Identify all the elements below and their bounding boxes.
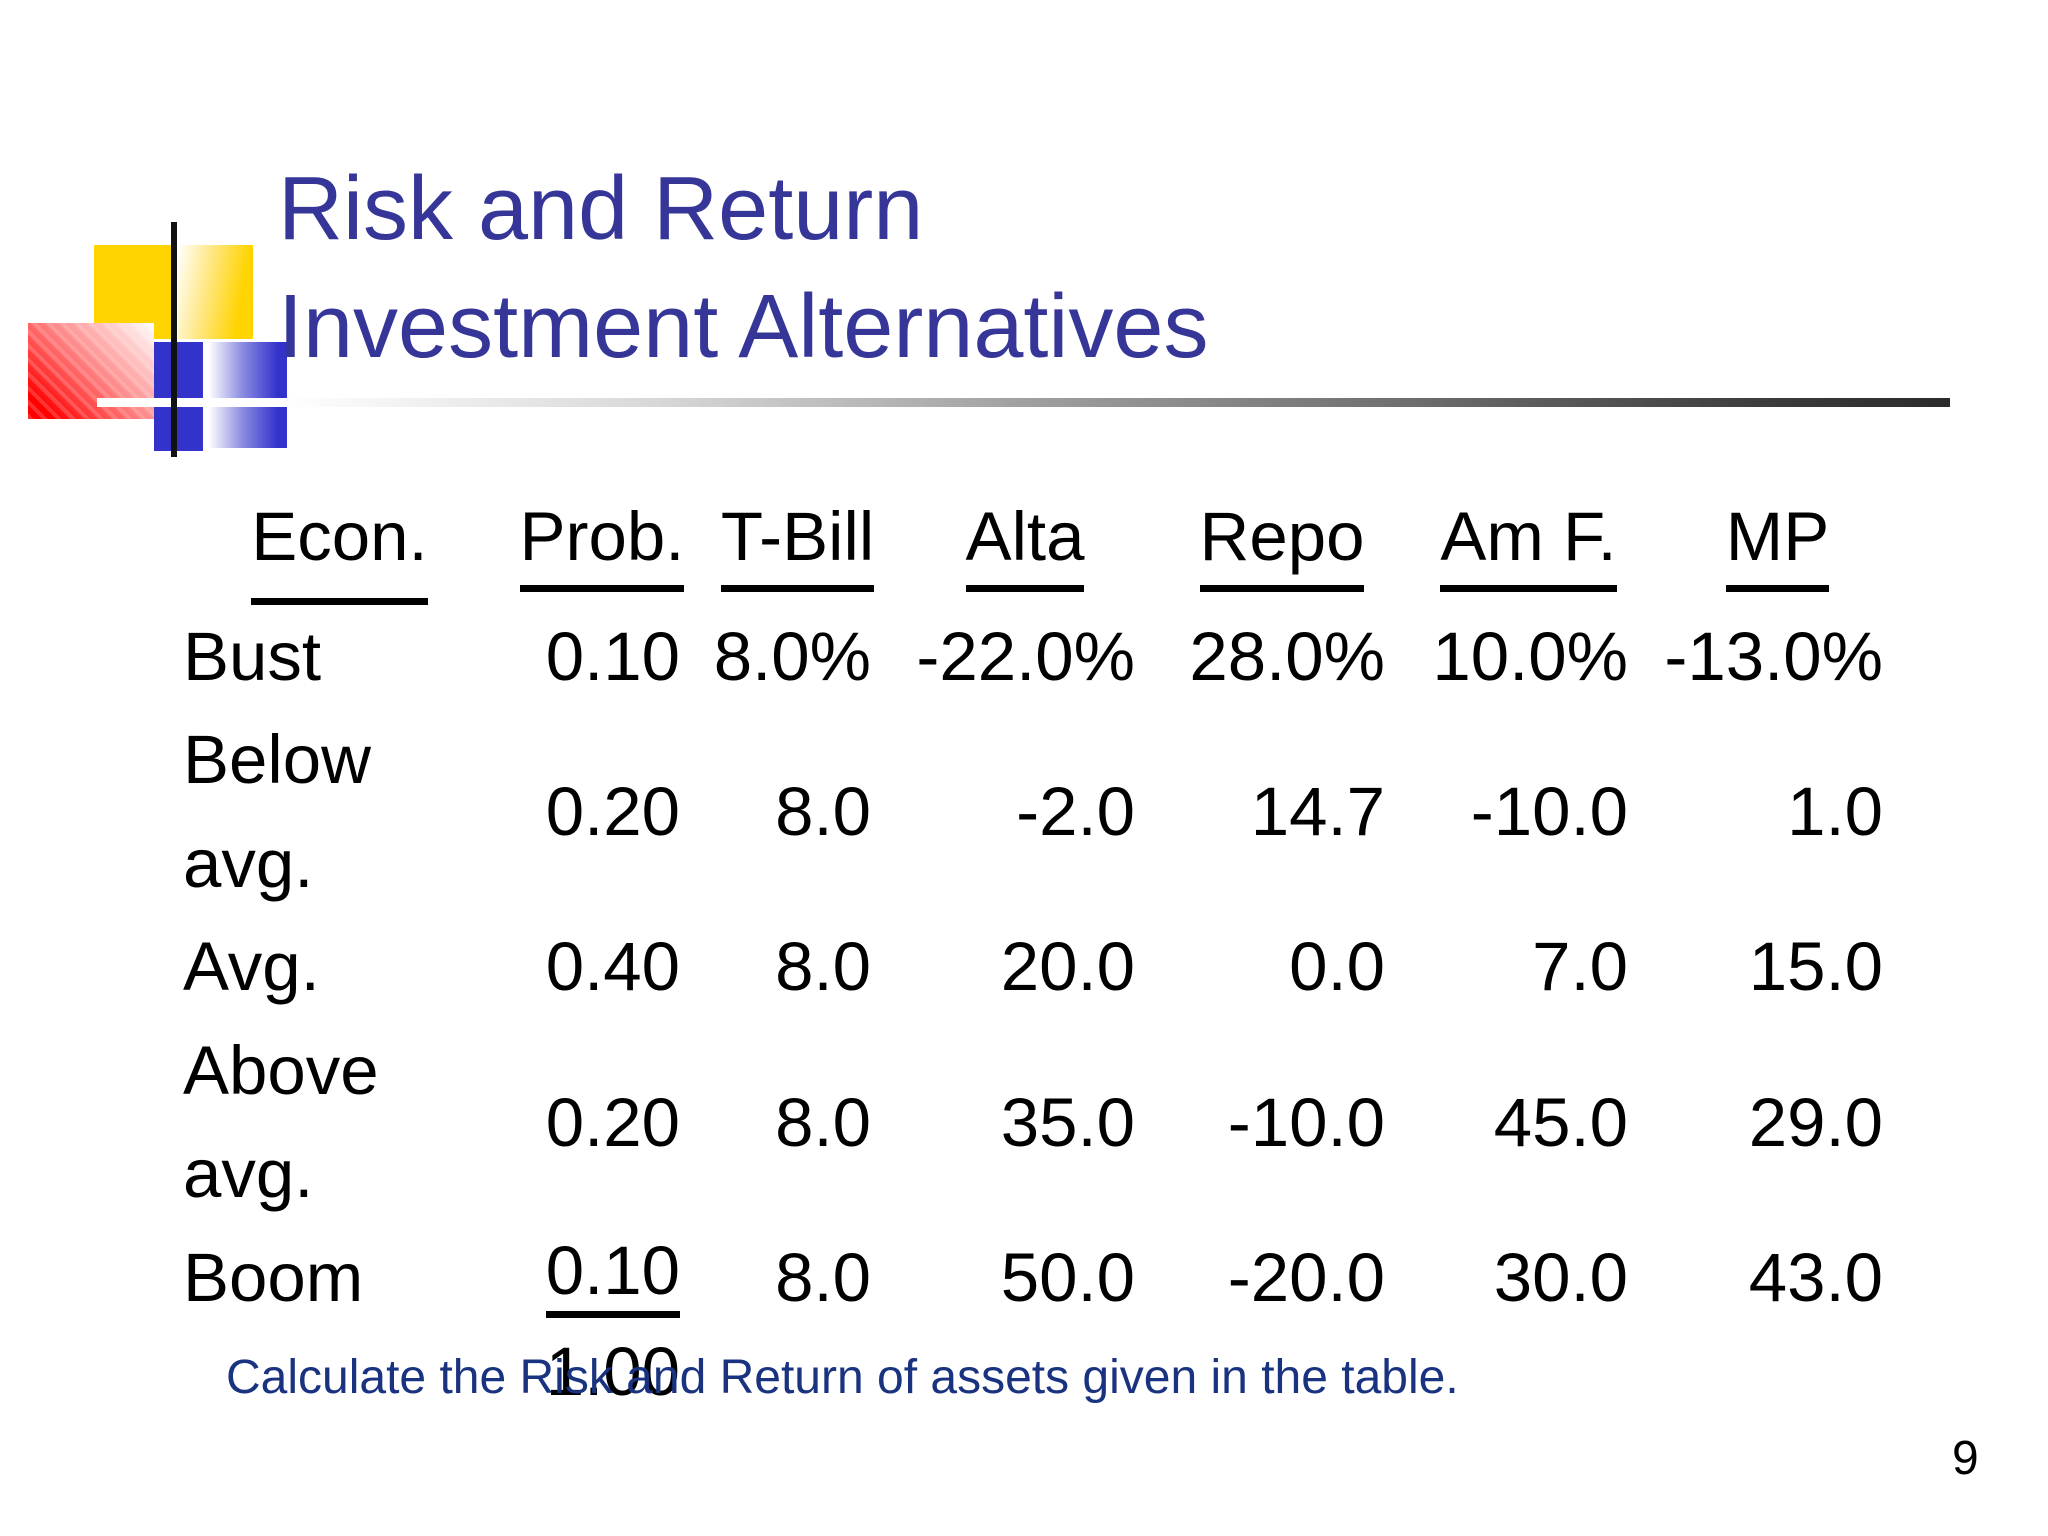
row-label: Bust: [183, 617, 322, 695]
header-mp: MP: [1628, 485, 1883, 605]
investment-alternatives-table: Econ. Prob. T-Bill Alta Repo Am F. MP Bu…: [183, 485, 1883, 1414]
table-row: Avg. 0.40 8.0 20.0 0.0 7.0 15.0: [183, 915, 1883, 1019]
cell-amf: -10.0: [1470, 773, 1628, 850]
table-row: Boom 0.10 8.0 50.0 -20.0 30.0 43.0: [183, 1226, 1883, 1330]
table-row: Bust 0.10 8.0% -22.0% 28.0% 10.0% -13.0%: [183, 605, 1883, 709]
cell-repo: -20.0: [1227, 1238, 1385, 1316]
cell-tbill: 8.0: [775, 1238, 871, 1316]
cell-amf: 45.0: [1493, 1083, 1628, 1161]
cell-mp: 15.0: [1748, 928, 1883, 1006]
cell-mp: 1.0: [1787, 773, 1883, 850]
cell-alta: -22.0%: [916, 617, 1135, 695]
cell-alta: 35.0: [1000, 1083, 1135, 1161]
underlined-prob-value: 0.10: [545, 1236, 680, 1319]
row-label: Below avg.: [183, 721, 371, 902]
cell-prob: 0.20: [545, 773, 680, 850]
cell-total-prob: 1.00: [545, 1333, 680, 1410]
slide-title-line2: Investment Alternatives: [278, 277, 1209, 377]
cell-repo: 28.0%: [1189, 617, 1385, 695]
table-row: Below avg. 0.20 8.0 -2.0 14.7 -10.0 1.0: [183, 708, 1883, 915]
cell-prob: 0.10: [480, 1226, 680, 1330]
cell-mp: -13.0%: [1664, 617, 1883, 695]
header-econ: Econ.: [183, 485, 480, 605]
cell-prob: 0.40: [545, 928, 680, 1006]
cell-alta: 20.0: [1000, 928, 1135, 1006]
logo-vertical-line: [171, 222, 177, 457]
title-divider-rule: [97, 398, 1950, 407]
cell-mp: 43.0: [1748, 1238, 1883, 1316]
table-row: Above avg. 0.20 8.0 35.0 -10.0 45.0 29.0: [183, 1019, 1883, 1226]
logo-blue-gradient-square-icon: [207, 342, 287, 448]
slide-title: Risk and Return Investment Alternatives: [278, 150, 1208, 386]
page-number: 9: [1952, 1432, 1979, 1485]
cell-tbill: 8.0: [775, 928, 871, 1006]
footer-instruction: Calculate the Risk and Return of assets …: [226, 1351, 1459, 1404]
logo-blue-square-icon: [154, 342, 203, 451]
row-label: Above avg.: [183, 1031, 379, 1213]
header-repo: Repo: [1135, 485, 1385, 605]
header-tbill: T-Bill: [680, 485, 875, 605]
cell-tbill: 8.0: [775, 1083, 871, 1161]
cell-alta: 50.0: [1000, 1238, 1135, 1316]
cell-amf: 7.0: [1532, 928, 1628, 1006]
cell-prob: 0.10: [545, 617, 680, 695]
row-label: Boom: [183, 1238, 364, 1316]
logo-yellow-gradient-square-icon: [178, 245, 253, 339]
header-alta: Alta: [871, 485, 1135, 605]
cell-mp: 29.0: [1748, 1083, 1883, 1161]
header-prob: Prob.: [480, 485, 685, 605]
table-total-row: 1.00: [183, 1329, 1883, 1414]
header-amf: Am F.: [1385, 485, 1628, 605]
slide-title-line1: Risk and Return: [278, 159, 924, 259]
cell-prob: 0.20: [545, 1083, 680, 1161]
cell-repo: 14.7: [1250, 773, 1385, 850]
row-label: Avg.: [183, 928, 320, 1005]
table-header-row: Econ. Prob. T-Bill Alta Repo Am F. MP: [183, 485, 1883, 605]
cell-amf: 10.0%: [1432, 617, 1628, 695]
cell-amf: 30.0: [1493, 1238, 1628, 1316]
cell-alta: -2.0: [1016, 773, 1135, 850]
cell-tbill: 8.0: [775, 773, 871, 850]
cell-tbill: 8.0%: [713, 617, 871, 695]
cell-repo: -10.0: [1227, 1083, 1385, 1161]
cell-repo: 0.0: [1289, 928, 1385, 1006]
